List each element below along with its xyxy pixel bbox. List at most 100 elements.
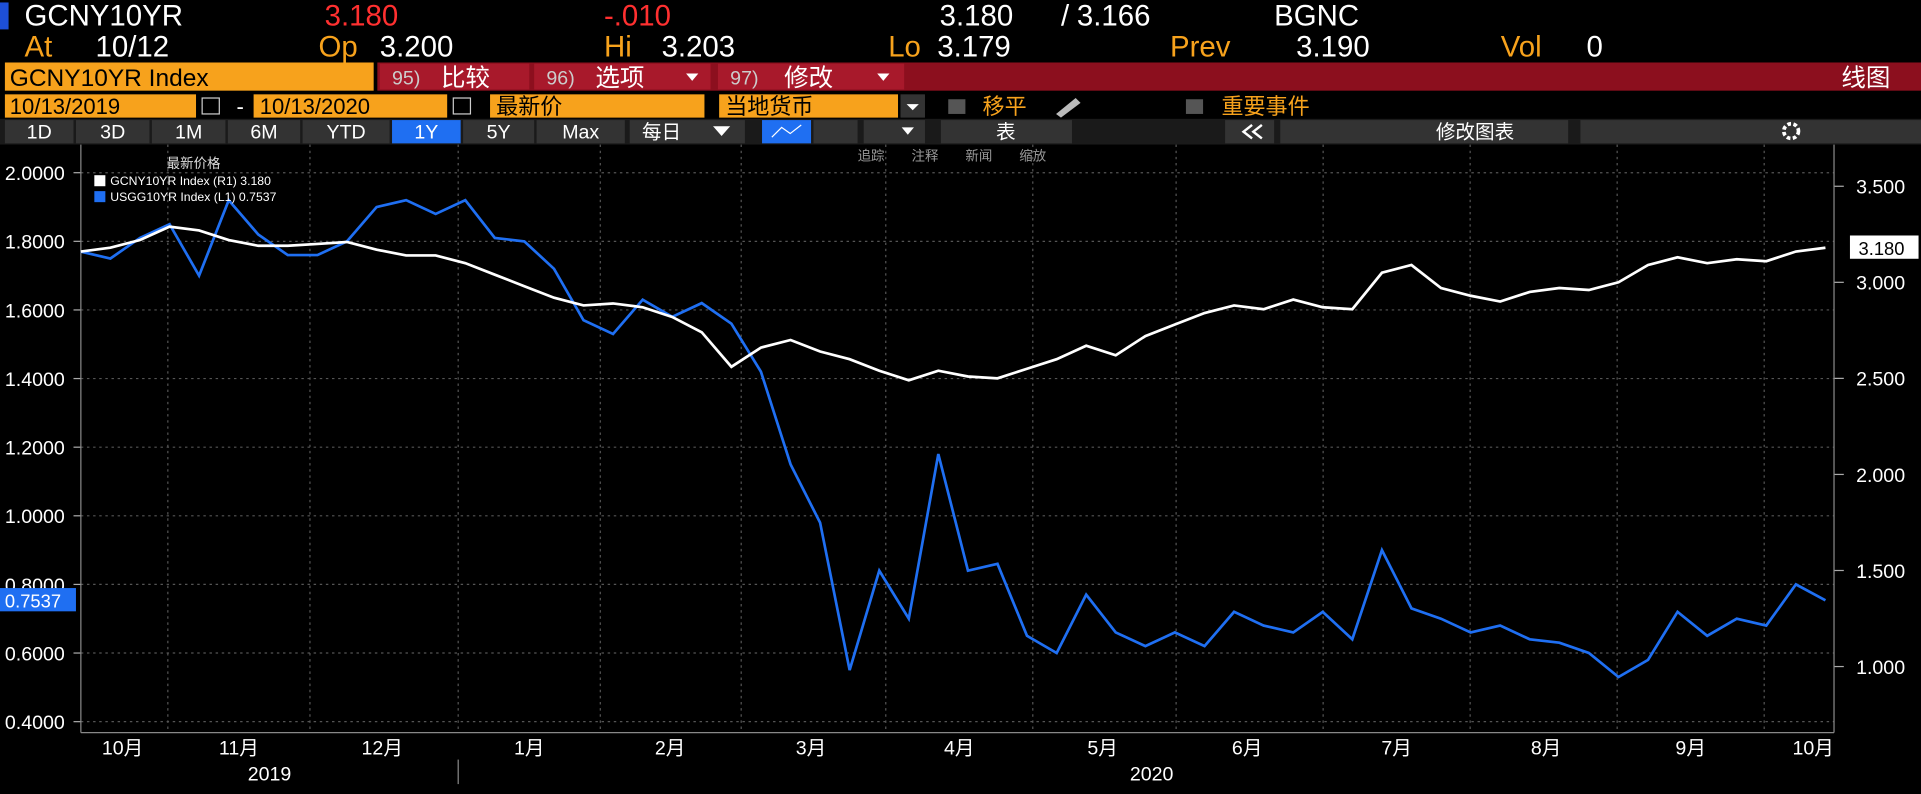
frequency: 每日 <box>642 121 681 143</box>
low: 3.179 <box>937 30 1011 63</box>
period-button[interactable] <box>4 120 74 144</box>
compare-button[interactable] <box>379 63 530 90</box>
edit-num: 97) <box>730 68 758 90</box>
compare: 比较 <box>441 64 490 92</box>
chart-tool[interactable]: 新闻 <box>965 149 992 164</box>
period-button[interactable] <box>75 120 150 144</box>
dropdown-arrow <box>877 73 890 81</box>
y2-tick-label: 3.000 <box>1856 273 1905 295</box>
checkbox[interactable] <box>948 99 966 114</box>
options-button[interactable] <box>534 63 711 90</box>
y-tick-label: 1.0000 <box>5 506 65 528</box>
period-label: Max <box>562 121 599 143</box>
more-button[interactable] <box>863 120 925 144</box>
y-tick-label: 0.4000 <box>5 712 65 734</box>
line-icon-button[interactable] <box>762 120 812 144</box>
x-tick-label: 9月 <box>1675 738 1706 760</box>
x-tick-label: 7月 <box>1381 738 1412 760</box>
chart-kind: 线图 <box>1841 64 1890 92</box>
compare-num: 95) <box>392 68 420 90</box>
events: 重要事件 <box>1221 94 1309 119</box>
table-button[interactable] <box>940 120 1072 144</box>
x-tick-label: 10月 <box>1792 738 1833 760</box>
y-tick-label: 1.6000 <box>5 300 65 322</box>
header: GCNY10YR 3.180 -.010 3.180 / 3.166 BGNC … <box>25 0 1603 63</box>
edit-chart: 修改图表 <box>1436 121 1514 143</box>
edit: 修改 <box>784 64 833 92</box>
bar-icon-button[interactable] <box>813 120 858 144</box>
open: 3.200 <box>380 30 454 63</box>
settings-button[interactable] <box>1580 120 1921 144</box>
legend-label: GCNY10YR Index (R1) 3.180 <box>110 174 271 188</box>
checkbox[interactable] <box>1185 99 1204 114</box>
period-button[interactable] <box>463 120 535 144</box>
x-tick-label: 6月 <box>1232 738 1263 760</box>
pencil-icon[interactable] <box>1056 98 1081 118</box>
start-date: 10/13/2019 <box>10 94 120 119</box>
table: 表 <box>996 121 1016 143</box>
calendar-icon[interactable] <box>452 97 472 115</box>
ask: 3.166 <box>1077 0 1151 33</box>
field-select[interactable] <box>490 94 705 118</box>
security: GCNY10YR Index <box>10 65 209 92</box>
chart: 追踪 注释 新闻 缩放 2.0000 1.8000 1.6000 1.4000 1.2000 1.… <box>0 144 1919 785</box>
chart-tool[interactable]: 追踪 <box>858 149 885 164</box>
separator: / <box>1061 0 1070 33</box>
currency-select[interactable] <box>719 94 899 118</box>
period-button[interactable] <box>302 120 390 144</box>
x-tick-label: 1月 <box>514 738 545 760</box>
change: -.010 <box>604 0 671 33</box>
period-label: 1Y <box>414 121 438 143</box>
price-tag <box>0 588 76 612</box>
chart-tool[interactable]: 注释 <box>911 149 938 164</box>
calendar-icon[interactable] <box>201 97 220 115</box>
price-tag <box>1849 235 1919 259</box>
dropdown-arrow <box>686 73 699 81</box>
y2-tick-label: 2.500 <box>1856 369 1905 391</box>
line-icon <box>771 124 802 138</box>
y-tick-label: 1.4000 <box>5 369 65 391</box>
last: 3.180 <box>325 0 399 33</box>
y2-tick-label: 2.000 <box>1856 465 1905 487</box>
bid: 3.180 <box>940 0 1014 33</box>
period-button[interactable] <box>392 120 461 144</box>
y-tick-label: 1.2000 <box>5 438 65 460</box>
edit-chart-button[interactable] <box>1280 120 1569 144</box>
low-label: Lo <box>888 30 921 63</box>
price-tag-label: 3.180 <box>1859 238 1905 259</box>
dropdown-arrow <box>901 127 914 135</box>
period-label: 3D <box>100 121 125 143</box>
period-label: 5Y <box>487 121 511 143</box>
frequency-button[interactable] <box>629 120 745 144</box>
start-date-field[interactable] <box>4 94 197 118</box>
period-button[interactable] <box>536 120 625 144</box>
price-tag-label: 0.7537 <box>5 591 61 612</box>
legend-swatch <box>94 191 106 203</box>
period-label: 6M <box>250 121 277 143</box>
collapse-icon <box>1241 124 1263 140</box>
x-tick-label: 5月 <box>1087 738 1118 760</box>
series-line <box>80 225 1826 382</box>
options-num: 96) <box>546 68 574 90</box>
period-button[interactable] <box>151 120 226 144</box>
period-row: 每日 表 修改图表 1D 3D 1M 6M YTD 1Y 5Y Max <box>0 118 1921 145</box>
security-field[interactable] <box>4 62 374 91</box>
edit-button[interactable] <box>717 63 905 90</box>
chart-tool[interactable]: 缩放 <box>1019 149 1046 164</box>
period-button[interactable] <box>227 120 301 144</box>
prev: 3.190 <box>1296 30 1370 63</box>
prev-label: Prev <box>1170 30 1231 63</box>
toolbar-row: GCNY10YR Index 95) 比较 96) 选项 97) 修改 线图 <box>4 62 1921 92</box>
end-date-field[interactable] <box>253 94 448 118</box>
y2-tick-label: 1.000 <box>1856 657 1905 679</box>
source: BGNC <box>1274 0 1359 33</box>
collapse-button[interactable] <box>1225 120 1275 144</box>
vol: 0 <box>1587 30 1603 63</box>
year-label: 2020 <box>1130 763 1174 785</box>
period-label: YTD <box>327 121 366 143</box>
high: 3.203 <box>662 30 736 63</box>
legend-swatch <box>94 175 106 187</box>
series-line <box>80 197 1827 679</box>
period-label: 1M <box>175 121 202 143</box>
